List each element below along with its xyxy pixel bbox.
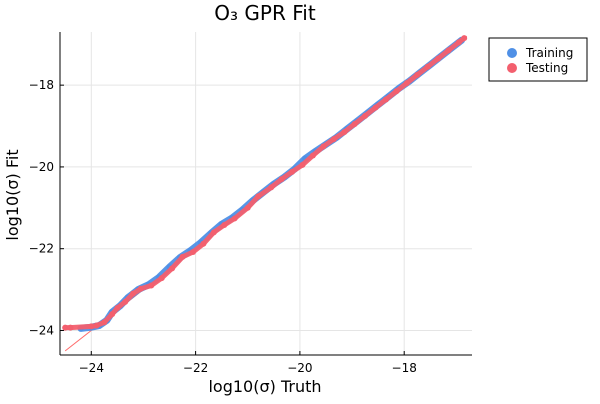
data-point-testing [461,35,468,42]
data-point-testing [393,88,400,95]
data-point-testing [122,298,129,305]
data-point-testing [88,323,95,330]
legend-label-testing: Testing [525,61,568,75]
data-point-testing [341,129,348,136]
x-tick-label: −24 [79,361,104,375]
legend-marker-testing [507,63,517,73]
data-point-testing [221,221,228,228]
data-point-testing [455,39,462,46]
data-point-testing [210,229,217,236]
series-layer [62,35,468,352]
x-tick-label: −22 [183,361,208,375]
data-point-testing [158,275,165,282]
data-point-testing [351,120,358,127]
y-axis-label: log10(σ) Fit [3,149,22,240]
data-point-testing [114,304,121,311]
x-axis-label: log10(σ) Truth [208,377,321,396]
data-point-testing [382,96,389,103]
data-point-testing [67,324,74,331]
data-point-testing [330,136,337,143]
x-tick-label: −18 [392,361,417,375]
data-point-testing [231,215,238,222]
data-point-testing [362,112,369,119]
data-point-testing [268,184,275,191]
legend-box [488,37,588,82]
data-point-testing [130,290,137,297]
data-point-testing [445,47,452,54]
legend-marker-training [507,48,517,58]
data-point-testing [148,282,155,289]
data-point-testing [435,55,442,62]
data-point-testing [109,311,116,318]
data-point-testing [289,168,296,175]
data-point-testing [169,265,176,272]
data-point-testing [101,319,108,326]
y-tick-label: −24 [29,323,54,337]
data-point-testing [424,63,431,70]
data-point-testing [309,152,316,159]
data-point-testing [255,193,262,200]
legend: Training Testing [488,37,588,82]
data-point-testing [189,248,196,255]
data-point-testing [200,240,207,247]
chart-title: O₃ GPR Fit [214,1,316,25]
data-point-testing [403,80,410,87]
data-point-testing [93,322,100,329]
data-point-testing [62,324,69,331]
data-point-testing [372,104,379,111]
data-point-testing [320,143,327,150]
data-point-testing [179,253,186,260]
axes [59,32,472,356]
legend-label-training: Training [525,46,573,60]
data-point-testing [414,71,421,78]
y-tick-label: −18 [29,78,54,92]
data-point-testing [278,176,285,183]
data-point-testing [244,204,251,211]
y-tick-label: −22 [29,242,54,256]
x-tick-label: −20 [287,361,312,375]
y-tick-label: −20 [29,160,54,174]
data-point-testing [137,285,144,292]
ticks: −24 −22 −20 −18 −24 −22 −20 −18 [29,78,417,375]
data-point-testing [299,161,306,168]
